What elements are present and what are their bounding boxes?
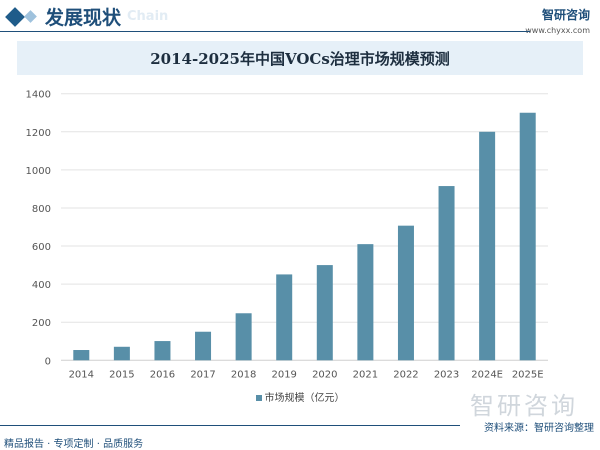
source-note: 资料来源：智研咨询整理: [484, 423, 594, 434]
brand-url: www.chyxx.com: [525, 26, 590, 35]
y-tick-label: 600: [32, 242, 51, 253]
x-tick-label: 2019: [271, 369, 296, 380]
legend-label: 市场规模（亿元）: [264, 393, 345, 404]
legend-swatch: [255, 395, 262, 401]
brand-name: 智研咨询: [541, 8, 590, 22]
bar-2018: [235, 313, 252, 361]
bar-2024E: [479, 131, 496, 361]
section-header: 发展现状 Chain: [5, 3, 169, 30]
bar-2025E: [519, 112, 536, 361]
x-tick-label: 2015: [109, 369, 134, 380]
bar-2021: [357, 244, 374, 361]
chart-title: 2014-2025年中国VOCs治理市场规模预测: [150, 49, 450, 68]
x-tick-label: 2017: [190, 369, 215, 380]
watermark: 智研咨询: [470, 392, 578, 420]
y-tick-label: 1000: [26, 166, 51, 177]
x-tick-label: 2014: [69, 369, 94, 380]
bar-2014: [73, 350, 90, 361]
x-tick-label: 2018: [231, 369, 256, 380]
bar-2023: [438, 186, 455, 361]
bar-2016: [154, 341, 171, 361]
footer-slogan: 精品报告 · 专项定制 · 品质服务: [4, 439, 144, 450]
x-tick-label: 2024E: [471, 369, 503, 380]
bar-2015: [113, 346, 130, 361]
y-tick-label: 1200: [26, 128, 51, 139]
y-tick-label: 800: [32, 204, 51, 215]
y-tick-label: 200: [32, 318, 51, 329]
ghost-text: Chain: [127, 9, 169, 24]
x-tick-label: 2016: [150, 369, 175, 380]
x-tick-label: 2022: [393, 369, 418, 380]
y-tick-label: 400: [32, 280, 51, 291]
brand-logo: 智研咨询 www.chyxx.com: [525, 6, 590, 35]
divider: [0, 425, 460, 426]
x-tick-label: 2020: [312, 369, 337, 380]
y-tick-label: 0: [45, 356, 51, 367]
section-title: 发展现状: [45, 7, 122, 29]
x-tick-label: 2025E: [512, 369, 544, 380]
legend: 市场规模（亿元）: [0, 389, 600, 404]
divider: [0, 31, 530, 32]
bar-2020: [316, 265, 333, 361]
bar-2019: [276, 274, 293, 361]
y-tick-label: 1400: [26, 90, 51, 101]
title-bar: 2014-2025年中国VOCs治理市场规模预测: [17, 41, 583, 75]
x-tick-label: 2023: [434, 369, 459, 380]
x-tick-label: 2021: [353, 369, 378, 380]
bar-2022: [397, 225, 414, 361]
bar-2017: [195, 331, 212, 361]
